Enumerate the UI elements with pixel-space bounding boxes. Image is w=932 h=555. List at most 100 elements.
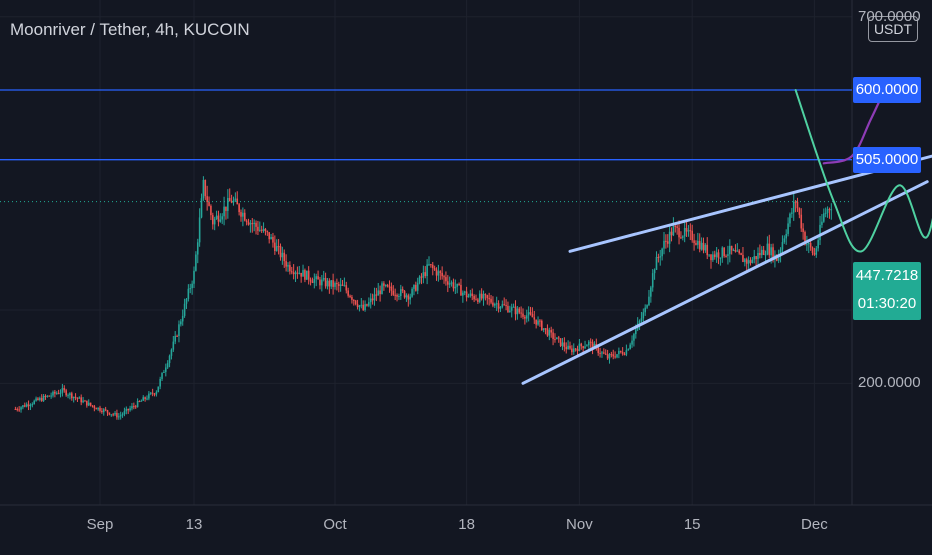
candle-body: [87, 402, 90, 406]
candle-body: [146, 398, 148, 400]
candle-body: [525, 315, 528, 319]
candle-body: [567, 345, 569, 350]
candle-body: [398, 296, 400, 298]
candle-body: [824, 212, 827, 214]
candle-body: [546, 328, 549, 336]
candle-body: [755, 256, 757, 260]
candle-body: [213, 218, 216, 225]
candle-body: [304, 270, 306, 280]
candle-body: [804, 232, 806, 245]
candle-body: [401, 289, 404, 291]
candle-body: [328, 280, 331, 287]
candle-body: [108, 412, 111, 415]
candle-body: [202, 179, 205, 199]
candle-body: [450, 282, 453, 284]
candle-body: [178, 324, 180, 337]
candle-body: [193, 270, 195, 284]
candle-body: [373, 294, 376, 301]
candle-body: [336, 283, 338, 285]
candle-body: [236, 198, 239, 205]
candle-body: [351, 297, 353, 300]
y-tick-label: 200.0000: [858, 374, 921, 392]
candle-body: [606, 354, 609, 359]
candle-body: [206, 196, 208, 203]
candle-body: [46, 395, 49, 397]
candle-body: [155, 392, 158, 395]
candle-body: [785, 233, 787, 239]
candle-body: [539, 320, 541, 322]
candle-body: [97, 407, 99, 410]
candle-body: [52, 391, 54, 396]
candle-body: [102, 409, 105, 413]
candle-body: [537, 320, 539, 325]
candle-body: [668, 231, 671, 244]
candle-body: [604, 353, 607, 355]
candle-body: [354, 300, 357, 305]
candle-body: [576, 349, 579, 351]
candle-body: [445, 277, 447, 282]
candle-body: [134, 406, 137, 408]
level-tag: 600.0000: [853, 77, 921, 104]
candle-body: [571, 348, 573, 353]
candle-body: [411, 288, 413, 297]
candle-body: [33, 400, 35, 404]
candle-body: [390, 286, 393, 291]
candle-body: [454, 286, 457, 289]
candle-body: [16, 409, 19, 411]
candle-body: [106, 410, 109, 413]
currency-selector[interactable]: USDT: [868, 16, 918, 42]
candle-body: [219, 219, 222, 222]
candle-body: [191, 283, 193, 289]
candle-body: [435, 269, 438, 276]
candle-body: [501, 304, 504, 308]
candle-body: [779, 249, 782, 255]
candle-body: [715, 252, 718, 258]
candle-body: [742, 254, 744, 263]
candle-body: [791, 212, 793, 214]
candle-body: [368, 302, 370, 306]
candle-body: [95, 408, 98, 410]
candle-body: [657, 256, 660, 258]
candle-body: [813, 252, 816, 255]
candle-body: [627, 349, 630, 351]
candle-body: [544, 328, 547, 330]
candle-body: [415, 284, 417, 291]
candle-body: [713, 254, 716, 258]
candle-body: [475, 299, 477, 301]
candle-body: [486, 295, 489, 299]
candle-body: [648, 296, 650, 306]
candle-body: [796, 201, 799, 209]
candle-body: [777, 254, 780, 261]
candle-body: [300, 272, 302, 277]
candle-body: [343, 285, 346, 287]
candle-body: [386, 284, 389, 287]
candle-body: [78, 397, 81, 399]
candle-body: [762, 249, 765, 255]
candle-body: [781, 242, 784, 250]
candle-body: [84, 400, 86, 402]
candle-body: [448, 283, 451, 285]
candle-body: [467, 295, 470, 298]
candle-body: [353, 299, 355, 301]
candle-body: [362, 304, 364, 310]
candle-body: [319, 279, 321, 286]
candle-body: [35, 398, 37, 401]
candle-body: [364, 304, 366, 310]
candle-body: [101, 410, 103, 413]
candle-body: [433, 268, 436, 270]
candle-body: [800, 214, 803, 229]
candle-body: [330, 280, 333, 287]
candle-body: [405, 295, 408, 298]
candle-body: [512, 306, 515, 308]
candle-body: [208, 202, 210, 206]
candle-body: [136, 401, 139, 408]
candle-body: [31, 403, 34, 406]
candle-body: [693, 240, 695, 244]
candle-body: [14, 409, 17, 411]
candle-body: [168, 355, 171, 364]
candle-body: [589, 341, 592, 343]
candle-body: [527, 312, 530, 316]
candle-body: [458, 283, 460, 285]
candle-body: [792, 201, 795, 213]
